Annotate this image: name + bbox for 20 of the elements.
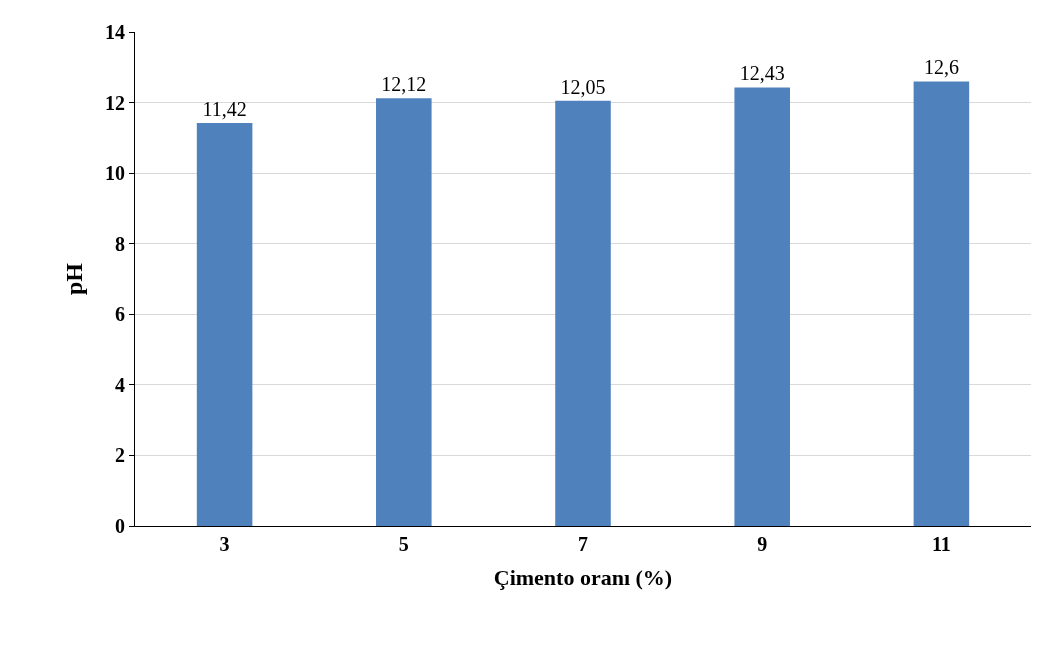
y-tick-label: 4 (115, 373, 125, 396)
y-tick-label: 0 (115, 515, 125, 537)
x-axis-title: Çimento oranı (%) (493, 564, 673, 590)
data-label: 11,42 (202, 98, 247, 121)
y-tick-label: 6 (115, 303, 125, 326)
y-tick-label: 8 (115, 232, 125, 255)
y-axis-title: pH (61, 262, 88, 296)
data-label: 12,43 (739, 62, 785, 85)
data-label: 12,12 (381, 73, 427, 96)
x-tick-label: 11 (931, 533, 951, 555)
y-tick-label: 10 (105, 162, 125, 185)
x-tick-label: 5 (398, 533, 409, 555)
y-tick-label: 12 (105, 91, 125, 114)
x-tick-label: 7 (578, 533, 588, 555)
y-tick-label: 14 (105, 21, 125, 43)
x-tick-label: 3 (219, 533, 230, 555)
y-tick-label: 2 (115, 444, 125, 467)
data-label: 12,6 (923, 56, 959, 79)
data-label: 12,05 (560, 75, 606, 98)
x-tick-label: 9 (757, 533, 768, 555)
